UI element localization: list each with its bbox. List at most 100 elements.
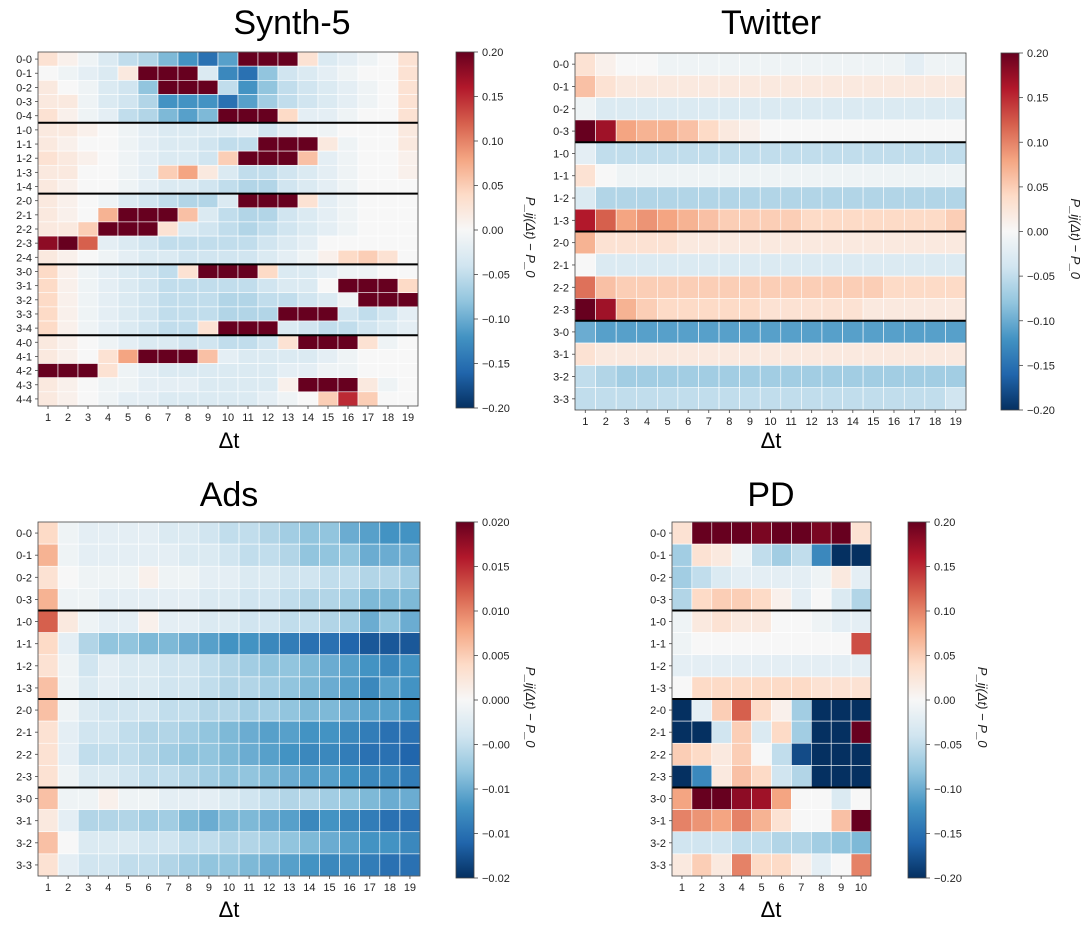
heatmap-cell bbox=[238, 610, 260, 633]
x-tick-label: 16 bbox=[342, 412, 354, 424]
heatmap-cell bbox=[297, 320, 319, 336]
heatmap-cell bbox=[198, 654, 220, 678]
y-tick-label: 3-3 bbox=[650, 860, 666, 872]
y-tick-label: 3-0 bbox=[553, 327, 569, 339]
heatmap-cell bbox=[945, 275, 967, 299]
heatmap-cell bbox=[850, 742, 872, 766]
heatmap-cell bbox=[257, 51, 279, 67]
heatmap-cell bbox=[197, 264, 219, 279]
heatmap-cell bbox=[636, 342, 658, 366]
heatmap-cell bbox=[574, 298, 596, 322]
heatmap-cell bbox=[258, 632, 280, 656]
heatmap-cell bbox=[237, 292, 259, 308]
x-tick-label: 17 bbox=[362, 412, 374, 424]
heatmap-cell bbox=[397, 179, 419, 194]
heatmap-cell bbox=[718, 97, 740, 121]
heatmap-cell bbox=[337, 349, 359, 364]
heatmap-cell bbox=[357, 349, 379, 364]
heatmap-cell bbox=[771, 765, 792, 788]
heatmap-cell bbox=[657, 186, 679, 210]
heatmap-cell bbox=[258, 853, 280, 877]
heatmap-cell bbox=[178, 610, 200, 633]
heatmap-cell bbox=[337, 193, 359, 209]
heatmap-cell bbox=[157, 292, 179, 308]
heatmap-cell bbox=[842, 253, 864, 277]
y-tick-label: 1-0 bbox=[650, 617, 666, 629]
y-tick-label: 2-2 bbox=[553, 282, 569, 294]
heatmap-panel-ads: Ads 0-0 0-1 0-2 0-3 1-0 1-1 1-2 1-3 2-0 2-1 2-2 2-3 3… bbox=[16, 476, 538, 922]
heatmap-cell bbox=[615, 253, 638, 277]
heatmap-cell bbox=[397, 193, 419, 209]
heatmap-cell bbox=[177, 94, 199, 109]
heatmap-cell bbox=[357, 207, 379, 223]
heatmap-cell bbox=[739, 231, 761, 255]
heatmap-cell bbox=[377, 150, 399, 166]
heatmap-cell bbox=[178, 787, 200, 810]
heatmap-cell bbox=[718, 387, 740, 411]
heatmap-cell bbox=[158, 720, 180, 744]
heatmap-cell bbox=[780, 231, 802, 255]
heatmap-cell bbox=[237, 65, 259, 81]
heatmap-cell bbox=[595, 141, 617, 165]
heatmap-cell bbox=[677, 141, 699, 165]
heatmap-cell bbox=[399, 588, 421, 611]
heatmap-cell bbox=[691, 654, 713, 678]
x-tick-label: 11 bbox=[785, 416, 796, 428]
heatmap-cell bbox=[397, 292, 419, 308]
x-tick-label: 18 bbox=[929, 416, 941, 428]
heatmap-cell bbox=[771, 543, 792, 567]
heatmap-cell bbox=[801, 342, 823, 366]
heatmap-cell bbox=[397, 108, 419, 124]
heatmap-cell bbox=[257, 65, 279, 81]
heatmap-cell bbox=[297, 136, 319, 152]
heatmap-cell bbox=[615, 298, 638, 322]
y-tick-label: 3-1 bbox=[16, 816, 32, 828]
heatmap-cell bbox=[77, 80, 99, 95]
heatmap-cell bbox=[771, 720, 792, 744]
heatmap-cell bbox=[278, 698, 300, 722]
heatmap-cell bbox=[574, 119, 596, 143]
colorbar-tick-label: −0.05 bbox=[1027, 271, 1055, 283]
heatmap-cell bbox=[317, 164, 339, 180]
heatmap-cell bbox=[377, 320, 399, 336]
heatmap-cell bbox=[698, 365, 720, 388]
heatmap-cell bbox=[780, 275, 802, 299]
heatmap-cell bbox=[217, 193, 239, 209]
heatmap-cell bbox=[698, 75, 720, 98]
heatmap-cell bbox=[850, 676, 872, 700]
heatmap-cell bbox=[357, 94, 379, 109]
heatmap-cell bbox=[98, 809, 119, 833]
heatmap-cell bbox=[791, 742, 812, 766]
heatmap-cell bbox=[77, 720, 99, 744]
heatmap-cell bbox=[158, 787, 180, 810]
x-tick-label: 3 bbox=[85, 412, 91, 424]
heatmap-cell bbox=[98, 698, 119, 722]
heatmap-cell bbox=[903, 75, 926, 98]
heatmap-cell bbox=[117, 334, 139, 350]
heatmap-cell bbox=[138, 521, 159, 545]
heatmap-cell bbox=[903, 253, 926, 277]
heatmap-cell bbox=[299, 698, 320, 722]
heatmap-cell bbox=[377, 391, 399, 407]
heatmap-cell bbox=[77, 179, 99, 194]
heatmap-cell bbox=[924, 365, 946, 388]
heatmap-cell bbox=[177, 193, 199, 209]
heatmap-cell bbox=[157, 249, 179, 265]
heatmap-cell bbox=[97, 363, 119, 378]
heatmap-cell bbox=[218, 588, 240, 611]
heatmap-cell bbox=[718, 52, 740, 76]
heatmap-cell bbox=[615, 387, 638, 411]
y-tick-label: 2-0 bbox=[16, 705, 32, 717]
heatmap-cell bbox=[691, 676, 713, 700]
y-tick-label: 4-3 bbox=[16, 380, 32, 392]
heatmap-cell bbox=[357, 179, 379, 194]
colorbar-tick-label: −0.20 bbox=[482, 403, 510, 415]
heatmap-cell bbox=[37, 610, 59, 633]
heatmap-cell bbox=[277, 80, 299, 95]
heatmap-cell bbox=[57, 193, 79, 209]
heatmap-cell bbox=[691, 610, 713, 633]
heatmap-cell bbox=[57, 164, 79, 180]
heatmap-cell bbox=[397, 207, 419, 223]
heatmap-cell bbox=[399, 565, 421, 589]
heatmap-cell bbox=[791, 521, 812, 545]
